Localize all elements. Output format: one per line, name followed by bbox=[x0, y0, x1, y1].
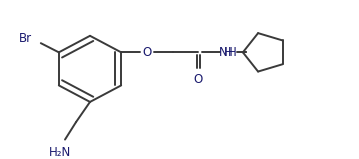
Text: H: H bbox=[228, 46, 237, 59]
Text: O: O bbox=[194, 73, 203, 86]
Text: H: H bbox=[224, 46, 233, 59]
Text: O: O bbox=[143, 46, 152, 59]
Text: N: N bbox=[219, 46, 228, 59]
Text: H₂N: H₂N bbox=[49, 146, 71, 159]
Text: Br: Br bbox=[19, 32, 32, 45]
